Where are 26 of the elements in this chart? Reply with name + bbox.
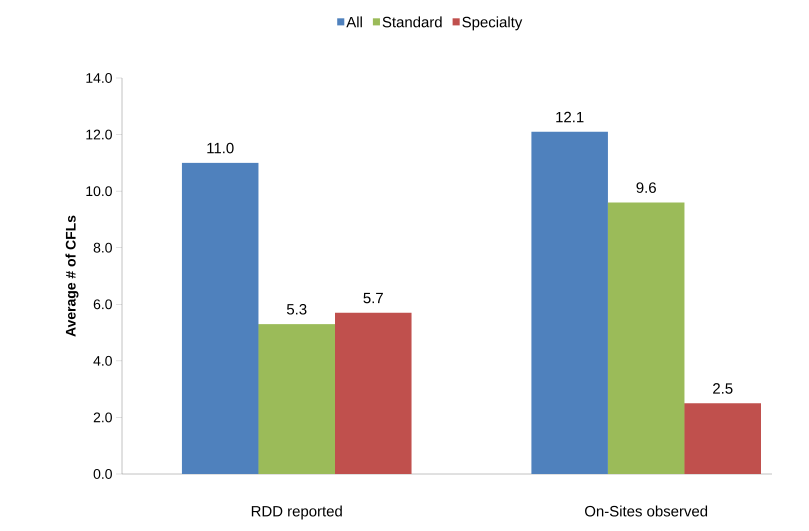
y-tick-label: 2.0: [94, 412, 112, 422]
legend-label: Standard: [382, 16, 442, 28]
bar: [608, 202, 684, 474]
data-label: 2.5: [713, 383, 732, 394]
legend-label: Specialty: [462, 16, 522, 30]
y-tick-label: 0.0: [94, 469, 112, 479]
y-tick-label: 10.0: [86, 186, 112, 196]
bar: [182, 162, 258, 474]
x-tick-label: On-Sites observed: [585, 506, 708, 516]
data-label: 5.3: [286, 304, 306, 315]
bar: [335, 312, 412, 474]
data-label: 12.1: [556, 112, 584, 122]
y-tick-label: 8.0: [94, 242, 112, 253]
y-tick-label: 14.0: [86, 73, 112, 83]
data-label: 9.6: [636, 182, 656, 193]
bar: [531, 132, 608, 474]
x-tick-label: RDD reported: [252, 506, 342, 520]
bar: [258, 324, 335, 474]
y-tick-label: 12.0: [86, 130, 112, 140]
data-label: 5.7: [363, 292, 383, 304]
y-tick-label: 6.0: [94, 299, 112, 310]
legend-label: All: [346, 16, 362, 28]
y-tick-label: 4.0: [93, 356, 112, 366]
y-axis-title: Average # of CFLs: [65, 216, 78, 337]
bar: [684, 403, 761, 474]
data-label: 11.0: [207, 142, 234, 154]
